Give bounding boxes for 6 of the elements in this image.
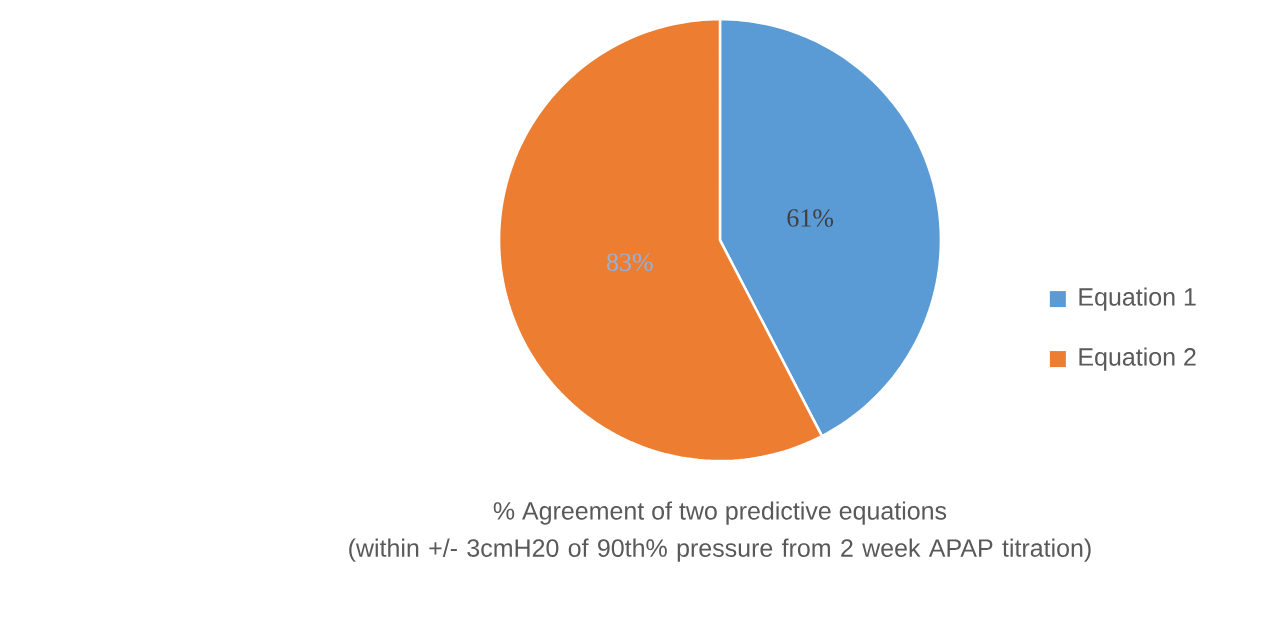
legend-label: Equation 1 <box>1079 287 1196 311</box>
text: (within +/- 3cmH20 of 90th% pressure from 2 week APAP titration) <box>349 538 1091 562</box>
legend-label: Equation 2 <box>1079 347 1196 371</box>
data-label: 83% <box>606 253 653 271</box>
data-label: 61% <box>787 209 834 227</box>
text: % Agreement of two predictive equations <box>493 501 947 525</box>
